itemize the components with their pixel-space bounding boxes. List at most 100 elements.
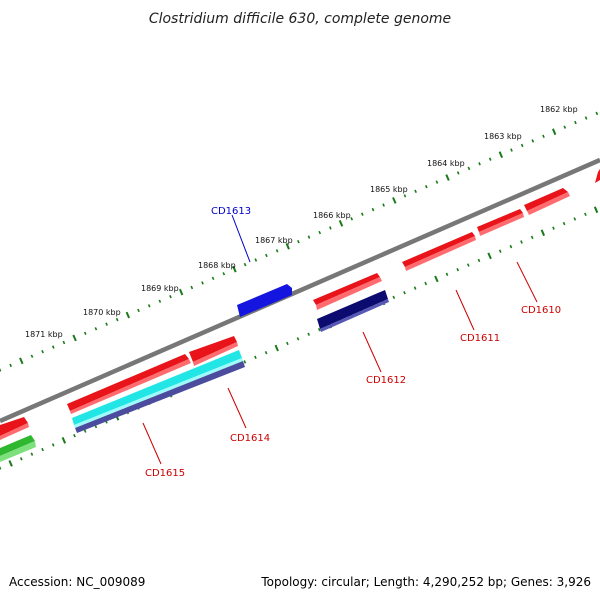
tick-mark: [584, 212, 587, 217]
tick-mark: [51, 443, 55, 447]
map-title: Clostridium difficile 630, complete geno…: [149, 11, 451, 27]
tick-mark: [286, 341, 289, 346]
tick-mark: [488, 157, 492, 161]
tick-mark: [105, 322, 108, 326]
gene-feature[interactable]: [193, 342, 238, 366]
tick-mark: [275, 249, 279, 253]
outer-tick-track: [0, 111, 599, 372]
tick-mark: [254, 355, 257, 359]
gene-feature[interactable]: [0, 441, 36, 462]
tick-mark: [466, 263, 470, 267]
gene-label-cd1611[interactable]: CD1611: [460, 333, 500, 344]
kbp-label: 1863 kbp: [484, 132, 522, 141]
tick-mark: [360, 212, 364, 216]
tick-mark: [456, 171, 460, 175]
gene-feature[interactable]: [595, 169, 600, 183]
tick-mark: [510, 148, 513, 152]
gene-leaders: [142, 214, 538, 465]
kbp-label: 1871 kbp: [25, 330, 63, 339]
tick-mark: [498, 151, 504, 158]
gene-feature[interactable]: [524, 188, 568, 211]
gene-feature[interactable]: [0, 423, 29, 440]
gene-feature[interactable]: [313, 273, 380, 305]
gene-feature[interactable]: [75, 361, 245, 433]
genome-summary: Topology: circular; Length: 4,290,252 bp…: [260, 575, 591, 589]
tick-mark: [169, 294, 172, 299]
gene-feature[interactable]: [405, 236, 476, 271]
tick-mark: [62, 340, 66, 345]
tick-mark: [8, 460, 13, 467]
tick-mark: [424, 281, 428, 286]
tick-mark: [232, 265, 237, 273]
tick-mark: [285, 242, 290, 250]
tick-mark: [51, 345, 55, 349]
gene-label-cd1612[interactable]: CD1612: [366, 375, 406, 386]
tick-mark: [30, 354, 34, 358]
tick-mark: [125, 311, 131, 319]
tick-mark: [115, 317, 119, 322]
tick-mark: [371, 207, 375, 212]
tick-mark: [73, 433, 76, 438]
tick-mark: [211, 276, 215, 281]
tick-mark: [392, 295, 396, 300]
tick-mark: [137, 308, 140, 313]
gene-feature[interactable]: [67, 354, 189, 411]
gene-feature[interactable]: [72, 350, 242, 425]
tick-mark: [72, 334, 77, 342]
gene-feature[interactable]: [316, 277, 382, 310]
tick-mark: [434, 275, 439, 283]
tick-mark: [307, 332, 311, 336]
kbp-label: 1862 kbp: [540, 105, 578, 114]
tick-mark: [307, 235, 311, 239]
tick-mark: [264, 350, 268, 355]
tick-mark: [562, 221, 566, 226]
tick-mark: [201, 281, 204, 285]
gene-feature[interactable]: [402, 232, 475, 267]
gene-feature[interactable]: [479, 213, 524, 236]
gene-feature[interactable]: [320, 299, 389, 332]
kbp-label: 1867 kbp: [255, 236, 293, 245]
tick-mark: [0, 466, 2, 470]
tick-mark: [520, 143, 524, 148]
gene-feature[interactable]: [0, 417, 28, 436]
tick-mark: [9, 363, 12, 368]
tick-mark: [147, 304, 151, 308]
tick-mark: [403, 291, 406, 295]
gene-label-cd1610[interactable]: CD1610: [521, 305, 561, 316]
tick-mark: [254, 258, 258, 262]
tick-mark: [338, 219, 344, 227]
tick-mark: [530, 235, 534, 240]
tick-mark: [531, 139, 535, 143]
gene-feature[interactable]: [70, 359, 191, 414]
gene-label-cd1614[interactable]: CD1614: [230, 433, 270, 444]
tick-mark: [467, 166, 471, 171]
tick-mark: [41, 349, 44, 354]
tick-mark: [83, 331, 87, 336]
gene-label-group: CD1610 CD1611 CD1612 CD1613 CD1614 CD161…: [145, 206, 561, 479]
tick-mark: [542, 134, 545, 139]
tick-mark: [178, 288, 184, 296]
gene-feature[interactable]: [189, 336, 237, 362]
tick-mark: [297, 239, 300, 244]
tick-mark: [317, 327, 321, 332]
gene-feature[interactable]: [74, 358, 243, 428]
gene-feature[interactable]: [477, 209, 523, 232]
tick-mark: [584, 116, 588, 120]
tick-mark: [573, 217, 577, 221]
tick-mark: [520, 240, 523, 244]
tick-mark: [0, 368, 2, 372]
gene-label-cd1615[interactable]: CD1615: [145, 468, 185, 479]
gene-feature[interactable]: [317, 290, 388, 329]
tick-mark: [274, 344, 279, 352]
genome-backbone: [0, 157, 600, 424]
gene-label-cd1613[interactable]: CD1613: [211, 206, 251, 217]
gene-feature[interactable]: [0, 435, 35, 456]
kbp-label: 1870 kbp: [83, 308, 121, 317]
tick-mark: [435, 180, 439, 184]
tick-mark: [403, 194, 407, 198]
gene-feature[interactable]: [237, 284, 292, 317]
tick-mark: [445, 272, 449, 277]
gene-feature[interactable]: [527, 192, 570, 215]
tick-mark: [329, 226, 332, 230]
